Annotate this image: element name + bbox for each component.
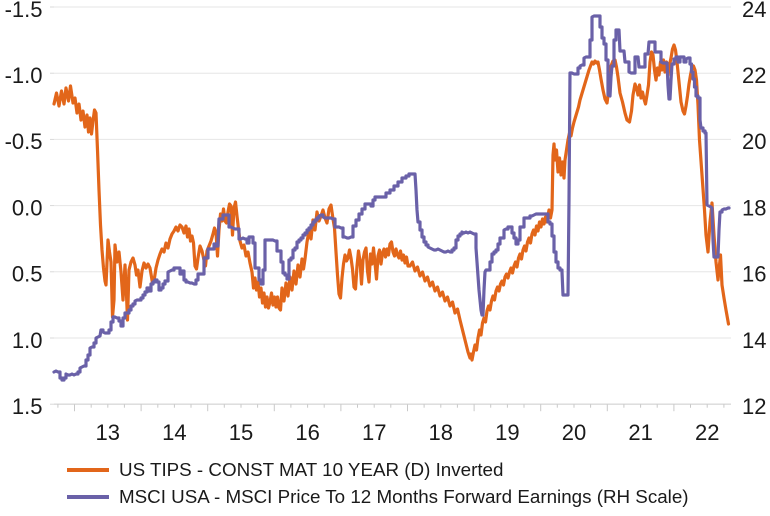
svg-text:17: 17 [362,420,386,445]
svg-text:0.0: 0.0 [12,195,43,220]
svg-text:24: 24 [742,0,766,22]
svg-text:1.5: 1.5 [12,394,43,419]
svg-text:1.0: 1.0 [12,328,43,353]
svg-text:19: 19 [495,420,519,445]
svg-text:-1.5: -1.5 [5,0,43,22]
svg-text:18: 18 [742,195,766,220]
svg-text:16: 16 [742,262,766,287]
svg-text:-1.0: -1.0 [5,63,43,88]
svg-text:21: 21 [628,420,652,445]
svg-text:12: 12 [742,394,766,419]
svg-text:MSCI USA - MSCI Price To 12 Mo: MSCI USA - MSCI Price To 12 Months Forwa… [119,486,689,507]
svg-text:22: 22 [742,63,766,88]
svg-text:14: 14 [742,328,766,353]
svg-text:18: 18 [429,420,453,445]
svg-text:22: 22 [695,420,719,445]
svg-text:-0.5: -0.5 [5,129,43,154]
svg-text:20: 20 [742,129,766,154]
svg-text:20: 20 [562,420,586,445]
svg-text:14: 14 [162,420,186,445]
svg-text:16: 16 [295,420,319,445]
svg-text:13: 13 [96,420,120,445]
svg-text:US TIPS - CONST MAT 10 YEAR (D: US TIPS - CONST MAT 10 YEAR (D) Inverted [119,459,503,480]
svg-text:15: 15 [229,420,253,445]
svg-text:0.5: 0.5 [12,262,43,287]
